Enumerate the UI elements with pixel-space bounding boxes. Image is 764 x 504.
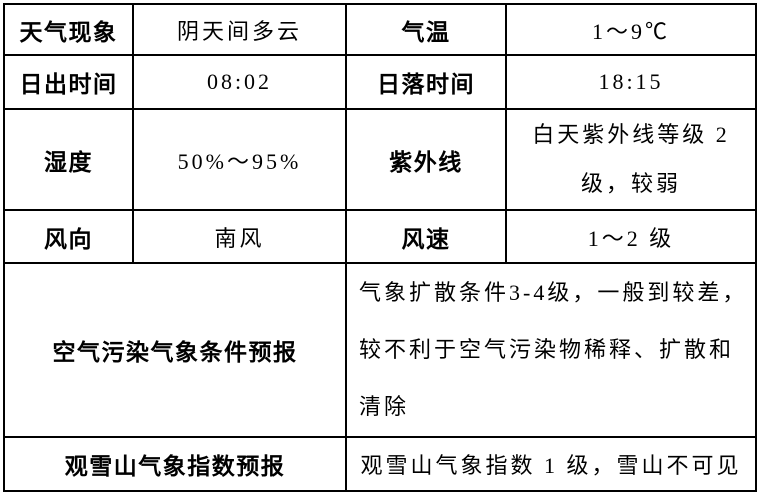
table-row: 空气污染气象条件预报 气象扩散条件3-4级，一般到较差，较不利于空气污染物稀释、… xyxy=(3,262,757,438)
weather-forecast-table: 天气现象 阴天间多云 气温 1～9℃ 日出时间 08:02 日落时间 18:15… xyxy=(3,3,757,492)
air-pollution-forecast-label: 空气污染气象条件预报 xyxy=(3,262,347,438)
uv-label: 紫外线 xyxy=(345,108,507,211)
temperature-label: 气温 xyxy=(345,3,507,56)
sunrise-time-label: 日出时间 xyxy=(3,54,134,110)
table-row: 观雪山气象指数预报 观雪山气象指数 1 级，雪山不可见 xyxy=(3,435,757,492)
sunset-time-value: 18:15 xyxy=(505,54,757,110)
weather-phenomenon-label: 天气现象 xyxy=(3,3,134,56)
uv-value: 白天紫外线等级 2 级，较弱 xyxy=(505,108,757,211)
humidity-label: 湿度 xyxy=(3,108,134,211)
wind-direction-value: 南风 xyxy=(132,209,347,264)
sunrise-time-value: 08:02 xyxy=(132,54,347,110)
wind-speed-label: 风速 xyxy=(345,209,507,264)
snow-mountain-index-label: 观雪山气象指数预报 xyxy=(3,435,347,492)
snow-mountain-index-value: 观雪山气象指数 1 级，雪山不可见 xyxy=(345,435,757,492)
humidity-value: 50%～95% xyxy=(132,108,347,211)
weather-phenomenon-value: 阴天间多云 xyxy=(132,3,347,56)
wind-speed-value: 1～2 级 xyxy=(505,209,757,264)
temperature-value: 1～9℃ xyxy=(505,3,757,56)
table-row: 湿度 50%～95% 紫外线 白天紫外线等级 2 级，较弱 xyxy=(3,108,757,211)
table-row: 天气现象 阴天间多云 气温 1～9℃ xyxy=(3,3,757,56)
wind-direction-label: 风向 xyxy=(3,209,134,264)
table-row: 日出时间 08:02 日落时间 18:15 xyxy=(3,54,757,110)
table-row: 风向 南风 风速 1～2 级 xyxy=(3,209,757,264)
sunset-time-label: 日落时间 xyxy=(345,54,507,110)
air-pollution-forecast-value: 气象扩散条件3-4级，一般到较差，较不利于空气污染物稀释、扩散和清除 xyxy=(345,262,757,438)
weather-table: 天气现象 阴天间多云 气温 1～9℃ 日出时间 08:02 日落时间 18:15… xyxy=(3,3,757,492)
